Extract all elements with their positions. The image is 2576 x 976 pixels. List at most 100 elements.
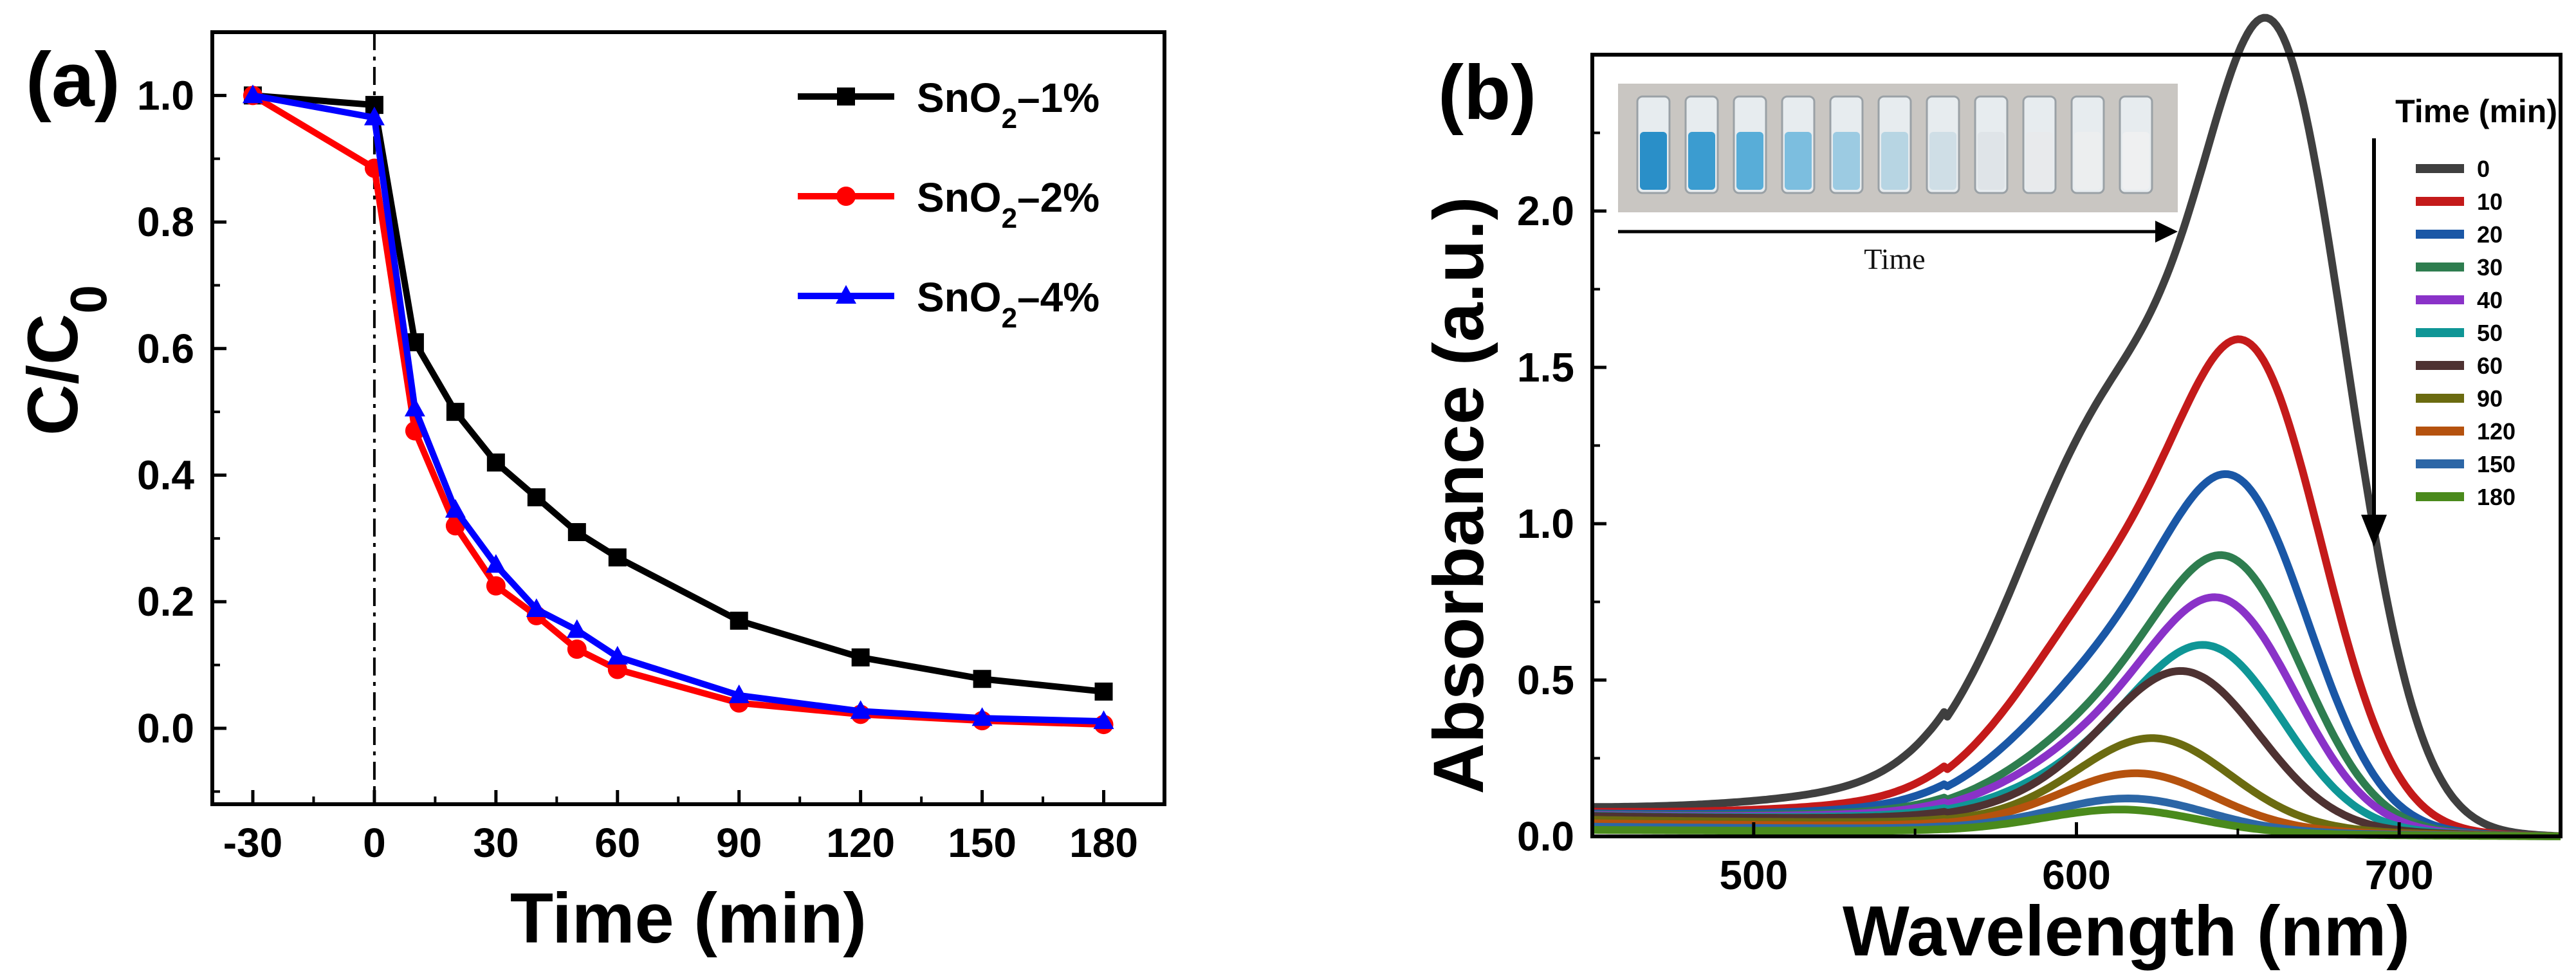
legend-label-b: 90	[2477, 385, 2503, 412]
x-axis-title-b: Wavelength (nm)	[1843, 892, 2410, 971]
x-tick-label-a: 60	[594, 820, 640, 866]
y-axis-title-a: C/C0	[14, 285, 117, 436]
data-point-a	[608, 548, 627, 567]
data-point-a	[607, 659, 627, 679]
x-tick-label-a: 120	[826, 820, 895, 866]
data-point-a	[446, 403, 465, 421]
data-point-a	[1093, 710, 1114, 730]
legend-label-b: 150	[2477, 451, 2516, 477]
vial-liquid	[1881, 132, 1908, 190]
panel-label-b: (b)	[1438, 50, 1536, 136]
spectrum-line-0min	[1592, 14, 2561, 840]
legend-label-b: 40	[2477, 287, 2503, 313]
legend-b: Time (min) 0 10 20 30 40 50 60 90 120 150 180	[2361, 93, 2557, 547]
data-point-a	[404, 398, 425, 417]
y-tick-label-a: 0.4	[137, 452, 194, 499]
data-point-a	[527, 488, 546, 506]
x-tick-label-a: 150	[948, 820, 1017, 866]
vial-liquid	[2074, 132, 2101, 190]
legend-label-b: 60	[2477, 353, 2503, 379]
data-point-a	[851, 648, 870, 667]
data-point-a	[526, 598, 547, 618]
x-axis-title-a: Time (min)	[510, 879, 867, 958]
axis-ticks-a: -30 0 30 60 90 120 150 180 0.0 0.2 0.4 0.6 0.8 1.0	[137, 72, 1138, 866]
legend-label-b: 50	[2477, 320, 2503, 346]
y-axis-title-b: Absorbance (a.u.)	[1419, 196, 1498, 794]
y-tick-label-a: 1.0	[137, 72, 194, 118]
panel-a: (a) C/C0 Time (min) -30 0 30 60 90 120 150 180 0…	[14, 30, 1166, 958]
series-triangle-a	[242, 84, 1114, 730]
time-direction-arrowhead	[2361, 515, 2387, 547]
x-tick-label-b: 700	[2365, 852, 2434, 898]
data-point-a	[973, 670, 991, 688]
vial-liquid	[2122, 132, 2149, 190]
vial-liquid	[2026, 132, 2053, 190]
legend-label-b: 20	[2477, 221, 2503, 248]
data-point-a	[1094, 682, 1113, 701]
vial-liquid	[1785, 132, 1812, 190]
legend-marker-a	[837, 87, 855, 106]
legend-label-b: 180	[2477, 484, 2516, 510]
x-tick-label-b: 500	[1719, 852, 1788, 898]
inset-time-label: Time	[1864, 243, 1925, 275]
inset-photo: Time	[1618, 84, 2178, 275]
data-point-a	[242, 84, 263, 104]
x-tick-label-a: 30	[473, 820, 519, 866]
data-point-a	[730, 611, 748, 630]
series-line-a	[252, 92, 1105, 695]
panel-label-a: (a)	[26, 37, 120, 123]
vial-liquid	[1929, 132, 1956, 190]
data-point-a	[566, 619, 587, 638]
legend-label-a: SnO2–4%	[917, 274, 1099, 334]
inset-vials	[1636, 95, 2153, 194]
data-point-a	[486, 576, 506, 596]
legend-title-b: Time (min)	[2395, 93, 2557, 129]
legend-label-b: 120	[2477, 418, 2516, 445]
y-tick-label-b: 1.0	[1517, 501, 1574, 547]
y-tick-label-a: 0.6	[137, 326, 194, 372]
data-point-a	[445, 499, 466, 518]
data-point-a	[971, 707, 993, 726]
y-tick-label-a: 0.8	[137, 199, 194, 245]
x-tick-label-b: 600	[2042, 852, 2111, 898]
y-tick-label-a: 0.0	[137, 705, 194, 751]
data-point-a	[567, 640, 587, 659]
vial-liquid	[1978, 132, 2005, 190]
legend-label-b: 30	[2477, 254, 2503, 281]
data-point-a	[485, 554, 506, 573]
y-tick-label-b: 1.5	[1517, 344, 1574, 391]
series-group-a	[242, 84, 1114, 735]
vial-liquid	[1688, 132, 1715, 190]
y-tick-label-b: 0.5	[1517, 657, 1574, 703]
series-line-a	[252, 92, 1104, 725]
vial-liquid	[1640, 132, 1667, 190]
y-tick-label-a: 0.2	[137, 578, 194, 625]
y-tick-label-b: 0.0	[1517, 813, 1574, 860]
inset-time-arrowhead	[2155, 221, 2178, 243]
spectrum-line-10min	[1592, 335, 2561, 840]
legend-label-b: 0	[2477, 156, 2490, 182]
legend-a: SnO2–1% SnO2–2% SnO2–4%	[798, 75, 1099, 334]
x-tick-label-a: 90	[716, 820, 762, 866]
legend-marker-a	[836, 285, 856, 304]
vial-liquid	[1833, 132, 1860, 190]
data-point-a	[363, 106, 385, 125]
x-tick-label-a: 0	[363, 820, 386, 866]
legend-label-a: SnO2–1%	[917, 75, 1099, 134]
vial-liquid	[1736, 132, 1763, 190]
data-point-a	[567, 523, 586, 542]
spectrum-line-20min	[1592, 470, 2561, 840]
legend-marker-a	[836, 187, 856, 206]
data-point-a	[607, 645, 628, 665]
legend-label-a: SnO2–2%	[917, 174, 1099, 234]
panel-b: (b) Absorbance (a.u.) Wavelength (nm) 50…	[1419, 14, 2562, 971]
y-tick-label-b: 2.0	[1517, 188, 1574, 234]
plot-frame-a	[210, 30, 1166, 806]
data-point-a	[486, 453, 505, 472]
data-point-a	[850, 700, 871, 719]
x-tick-label-a: -30	[223, 820, 283, 866]
data-point-a	[728, 684, 750, 703]
x-tick-label-a: 180	[1069, 820, 1138, 866]
